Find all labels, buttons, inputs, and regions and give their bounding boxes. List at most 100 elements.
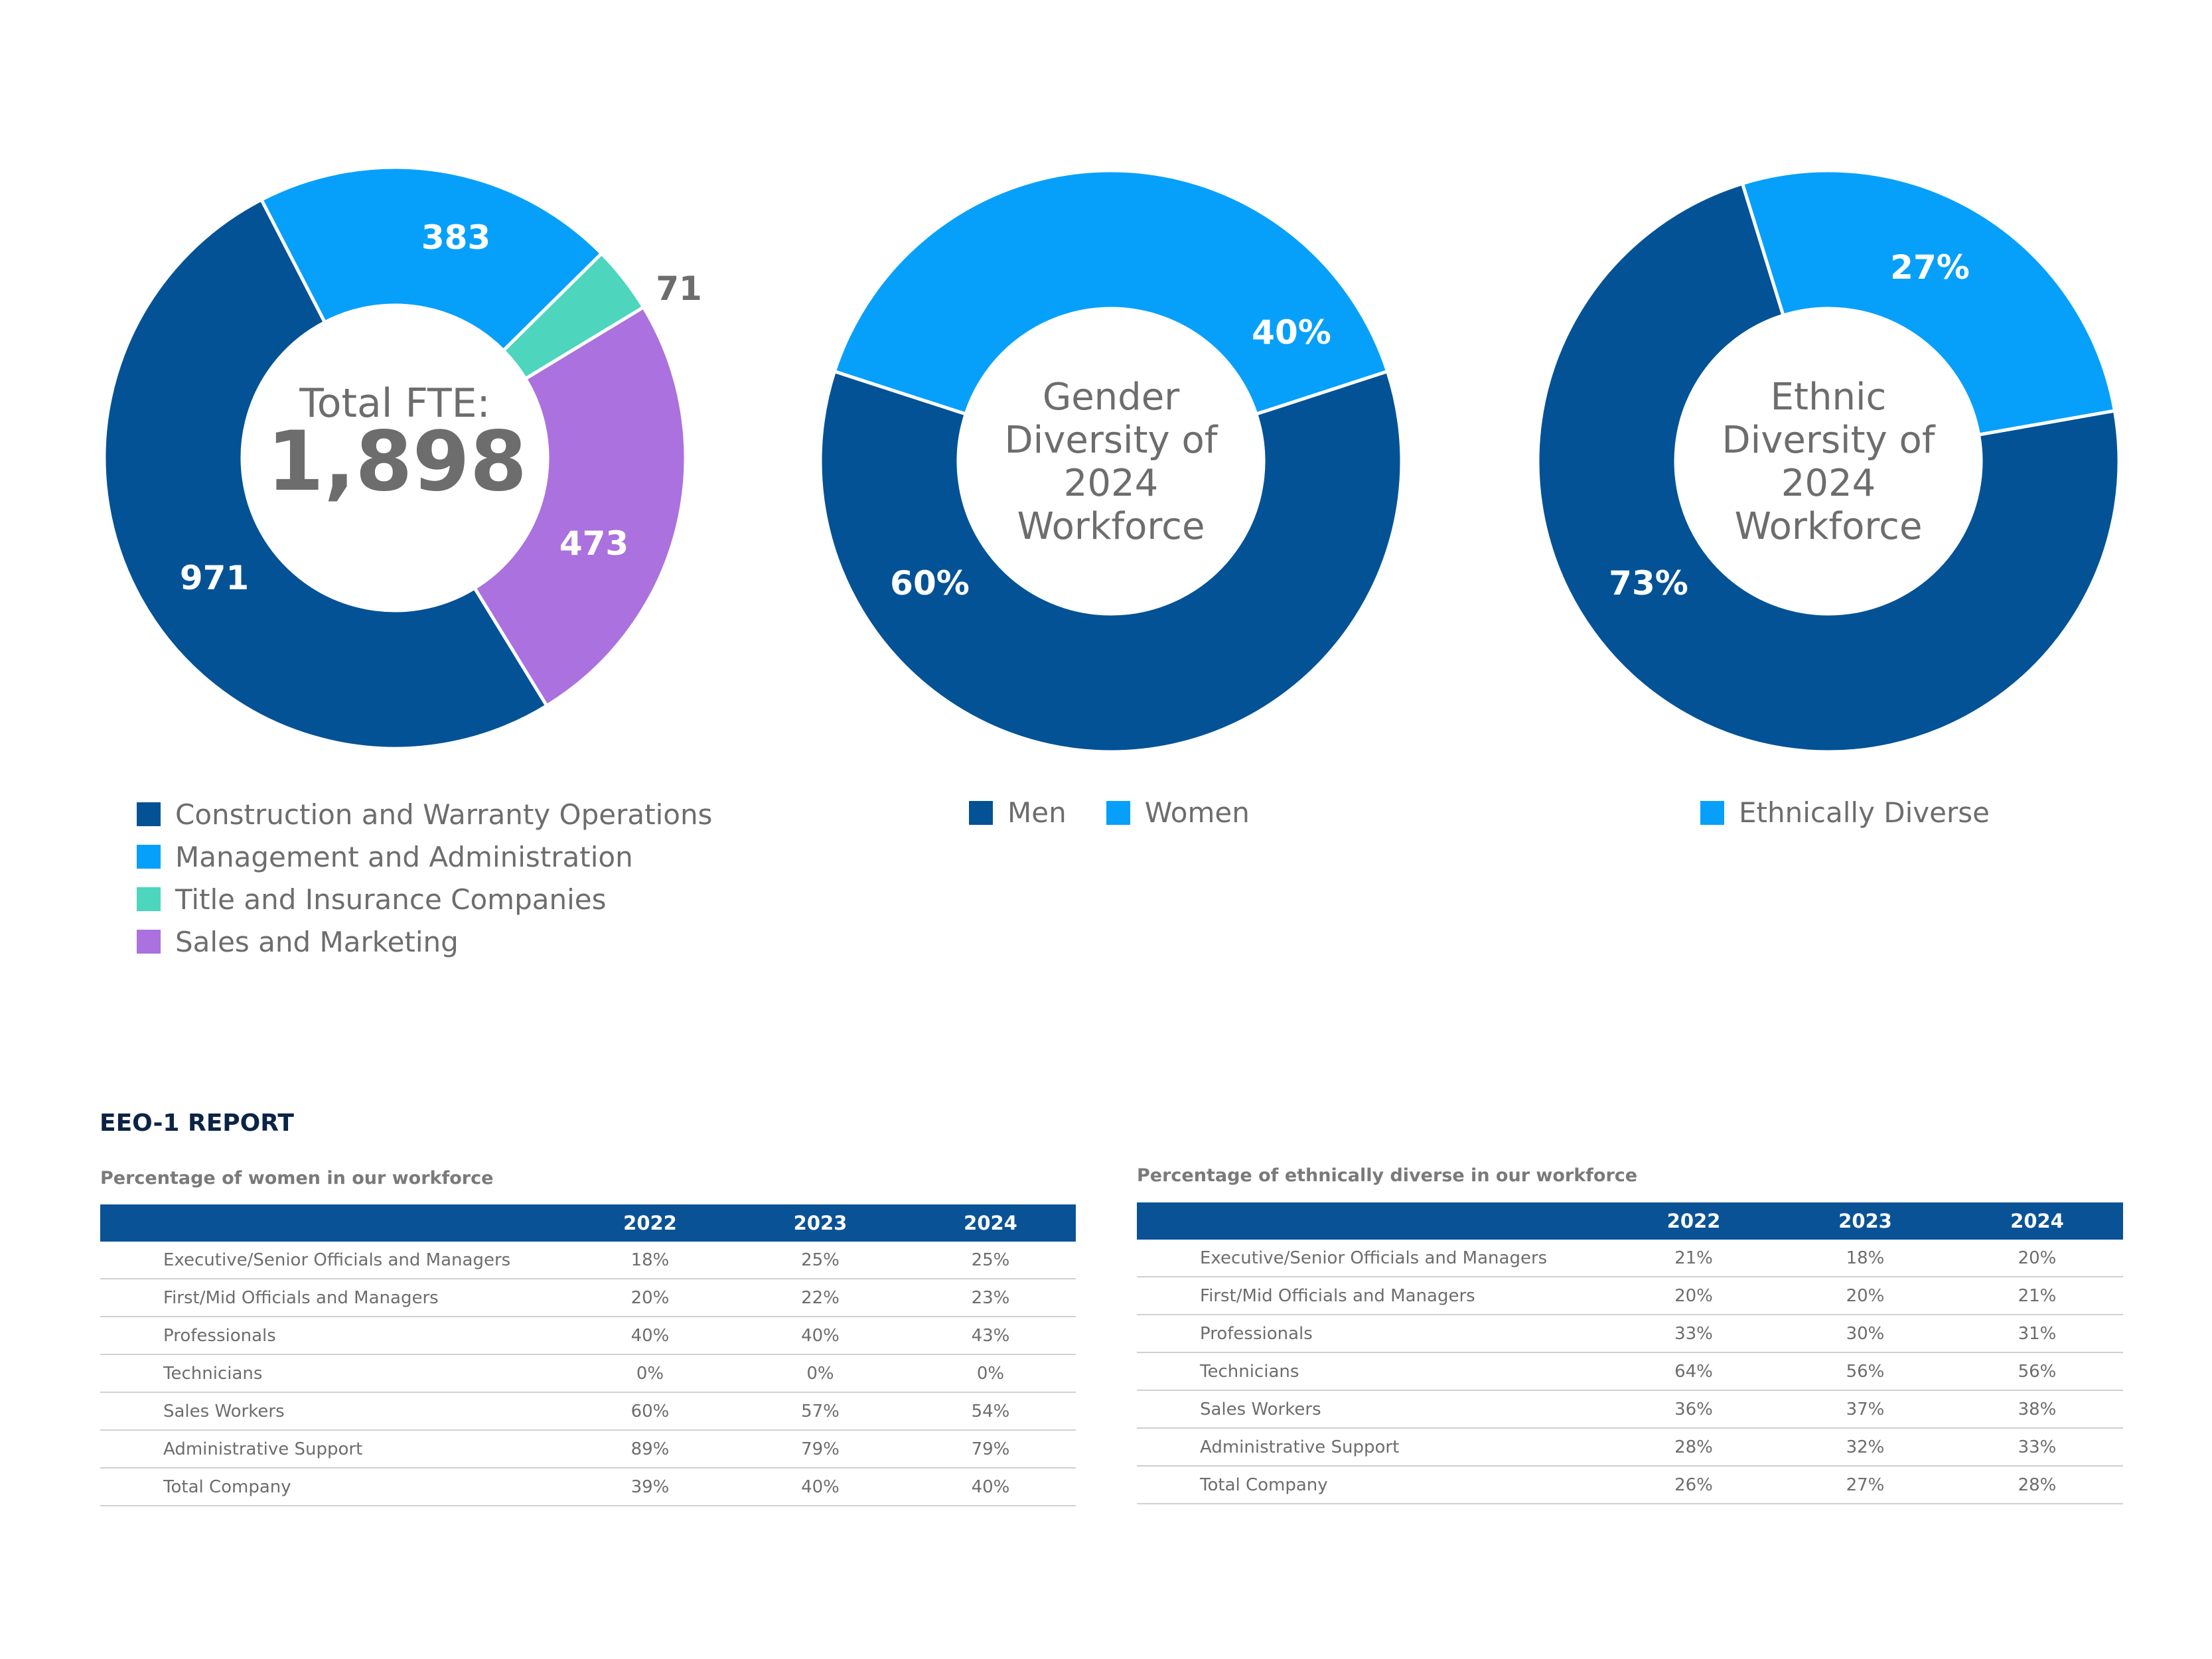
table-cell: 60%	[565, 1392, 735, 1431]
gender-center-line-1: Gender	[1043, 376, 1180, 419]
table-cell: 33%	[1951, 1428, 2123, 1467]
table-cell: 25%	[905, 1242, 1076, 1279]
table-cell: 30%	[1779, 1315, 1951, 1353]
table-cell: 39%	[565, 1468, 735, 1506]
legend-swatch-light-blue	[1700, 800, 1724, 825]
table-header-year: 2024	[905, 1204, 1076, 1242]
legend-item-title-insurance: Title and Insurance Companies	[137, 878, 712, 920]
row-label: Technicians	[100, 1354, 565, 1393]
table-cell: 54%	[905, 1392, 1076, 1431]
ethnic-percentage-table: 2022 2023 2024 Executive/Senior Officials …	[1137, 1202, 2123, 1504]
table-cell: 21%	[1951, 1277, 2123, 1315]
fte-slice-1	[259, 165, 604, 353]
gender-label-women: 40%	[1252, 313, 1331, 352]
gender-slice-1	[832, 169, 1390, 417]
table-cell: 40%	[735, 1317, 905, 1355]
fte-center-label: Total FTE:	[299, 380, 490, 427]
gender-donut-chart: Gender Diversity of 2024 Workforce 60% 4…	[818, 169, 1404, 754]
table-cell: 64%	[1608, 1352, 1779, 1391]
legend-label: Title and Insurance Companies	[175, 883, 607, 916]
table-header-year: 2023	[1779, 1202, 1951, 1240]
legend-item-sales-marketing: Sales and Marketing	[137, 920, 712, 963]
table-cell: 38%	[1951, 1390, 2123, 1429]
table-header-category	[1137, 1202, 1608, 1240]
legend-item-women: Women	[1106, 796, 1250, 829]
legend-swatch-dark-blue	[137, 802, 161, 826]
fte-label-71: 71	[656, 269, 702, 308]
fte-donut-chart: Total FTE: 1,898 971 383 71 473	[102, 165, 702, 751]
table-cell: 40%	[565, 1317, 735, 1355]
ethnic-slice-0	[1536, 181, 2121, 754]
table-header-category	[100, 1204, 565, 1242]
gender-center-line-2: Diversity of	[1005, 419, 1218, 462]
table-cell: 23%	[905, 1279, 1076, 1317]
table-row: Total Company 26% 27% 28%	[1137, 1466, 2123, 1504]
fte-slice-0	[102, 197, 550, 751]
table-cell: 28%	[1608, 1428, 1779, 1467]
table-header-row: 2022 2023 2024	[100, 1204, 1076, 1242]
row-label: First/Mid Officials and Managers	[100, 1279, 565, 1317]
women-percentage-table: 2022 2023 2024 Executive/Senior Officials …	[100, 1204, 1076, 1506]
legend-swatch-light-blue	[1106, 800, 1130, 825]
row-label: Sales Workers	[1137, 1390, 1608, 1429]
fte-legend: Construction and Warranty Operations Man…	[137, 793, 712, 963]
table-header-year: 2022	[1608, 1202, 1779, 1240]
ethnic-table-title: Percentage of ethnically diverse in our …	[1137, 1165, 1638, 1186]
legend-item-men: Men	[969, 796, 1067, 829]
ethnic-label-not-diverse: 73%	[1609, 564, 1688, 603]
table-cell: 57%	[735, 1392, 905, 1431]
row-label: Administrative Support	[100, 1430, 565, 1469]
table-row: Total Company 39% 40% 40%	[100, 1468, 1076, 1506]
row-label: Technicians	[1137, 1352, 1608, 1391]
table-cell: 20%	[1608, 1277, 1779, 1315]
table-header-year: 2024	[1951, 1202, 2123, 1240]
table-cell: 26%	[1608, 1466, 1779, 1504]
table-cell: 28%	[1951, 1466, 2123, 1504]
table-row: Sales Workers 36% 37% 38%	[1137, 1390, 2123, 1429]
table-cell: 0%	[565, 1354, 735, 1393]
ethnic-label-diverse: 27%	[1890, 248, 1970, 287]
table-cell: 31%	[1951, 1315, 2123, 1353]
fte-label-473: 473	[559, 524, 628, 563]
table-cell: 79%	[905, 1430, 1076, 1469]
ethnic-legend: Ethnically Diverse	[1700, 796, 2029, 829]
legend-swatch-dark-blue	[969, 800, 993, 825]
ethnic-center-line-4: Workforce	[1735, 505, 1923, 548]
legend-label: Ethnically Diverse	[1739, 796, 1990, 829]
gender-slice-0	[818, 369, 1404, 754]
women-table-title: Percentage of women in our workforce	[100, 1168, 494, 1189]
gender-center-line-4: Workforce	[1017, 505, 1205, 548]
table-row: Professionals 40% 40% 43%	[100, 1317, 1076, 1355]
legend-swatch-teal	[137, 887, 161, 911]
eeo-report-title: EEO-1 REPORT	[100, 1110, 294, 1137]
table-cell: 89%	[565, 1430, 735, 1469]
table-cell: 36%	[1608, 1390, 1779, 1429]
table-cell: 33%	[1608, 1315, 1779, 1353]
legend-label: Women	[1144, 796, 1250, 829]
table-cell: 56%	[1951, 1352, 2123, 1391]
table-cell: 18%	[1779, 1240, 1951, 1277]
table-cell: 22%	[735, 1279, 905, 1317]
gender-center-line-3: 2024	[1064, 462, 1159, 505]
table-row: Technicians 0% 0% 0%	[100, 1354, 1076, 1393]
ethnic-center-line-1: Ethnic	[1771, 376, 1887, 419]
legend-swatch-purple	[137, 930, 161, 954]
legend-item-construction: Construction and Warranty Operations	[137, 793, 712, 835]
table-cell: 25%	[735, 1242, 905, 1279]
ethnic-donut-chart: Ethnic Diversity of 2024 Workforce 73% 2…	[1536, 169, 2121, 754]
table-cell: 0%	[905, 1354, 1076, 1393]
table-cell: 27%	[1779, 1466, 1951, 1504]
table-cell: 40%	[905, 1468, 1076, 1506]
table-header-row: 2022 2023 2024	[1137, 1202, 2123, 1240]
legend-item-ethnically-diverse: Ethnically Diverse	[1700, 796, 1990, 829]
fte-label-383: 383	[421, 218, 490, 257]
fte-label-971: 971	[180, 559, 249, 597]
table-row: First/Mid Officials and Managers 20% 22% 23…	[100, 1279, 1076, 1317]
ethnic-center-line-2: Diversity of	[1722, 419, 1936, 462]
table-cell: 21%	[1608, 1240, 1779, 1277]
legend-swatch-light-blue	[137, 845, 161, 869]
row-label: Professionals	[1137, 1315, 1608, 1353]
legend-label: Sales and Marketing	[175, 925, 459, 958]
gender-legend: Men Women	[969, 796, 1290, 829]
table-cell: 20%	[1779, 1277, 1951, 1315]
